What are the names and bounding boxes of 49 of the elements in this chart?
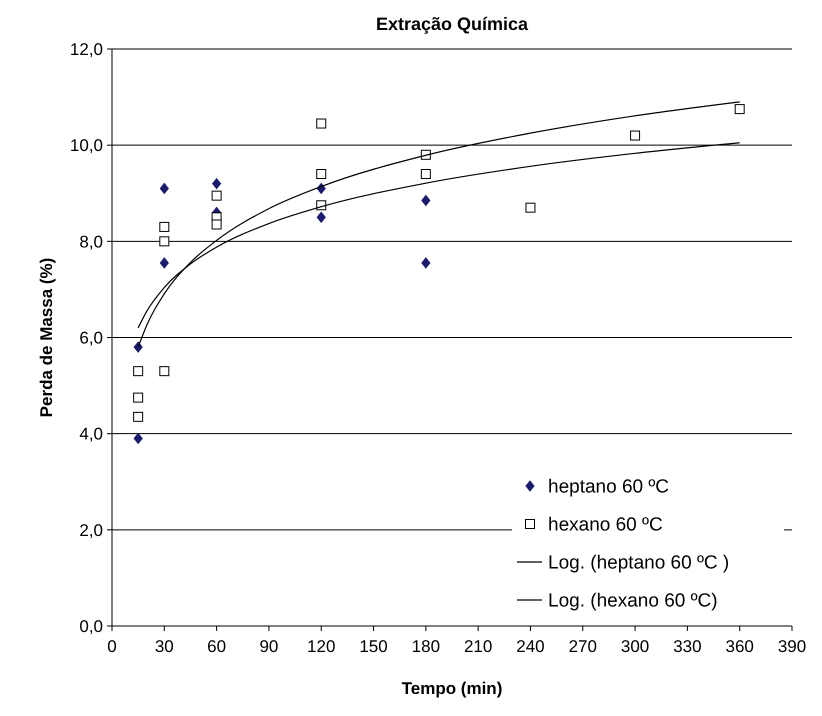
x-tick-label: 270 — [568, 637, 597, 656]
legend-label: hexano 60 ºC — [548, 514, 663, 536]
point — [525, 202, 536, 213]
x-tick-label: 240 — [516, 637, 545, 656]
x-tick-label: 360 — [726, 637, 754, 656]
legend-label: heptano 60 ºC — [548, 476, 670, 498]
point — [316, 118, 326, 129]
point — [133, 392, 144, 403]
point — [421, 257, 430, 268]
y-tick-label: 12,0 — [70, 40, 103, 59]
point — [212, 178, 222, 190]
x-tick-label: 90 — [259, 637, 278, 656]
x-tick-label: 180 — [412, 637, 440, 656]
y-tick-label: 4,0 — [79, 424, 103, 444]
x-tick-label: 390 — [778, 637, 806, 656]
y-axis-title: Perda de Massa (%) — [37, 258, 56, 418]
y-tick-label: 10,0 — [70, 136, 103, 156]
point — [420, 169, 431, 180]
x-tick-label: 60 — [207, 637, 226, 656]
point — [421, 194, 430, 206]
point — [159, 366, 170, 376]
point — [212, 190, 222, 201]
x-tick-label: 300 — [620, 637, 650, 656]
chart-title: Extração Química — [376, 14, 530, 34]
x-tick-label: 330 — [673, 637, 702, 656]
x-tick-label: 210 — [464, 637, 492, 656]
x-tick-label: 150 — [359, 637, 388, 656]
point — [159, 236, 170, 246]
point — [160, 257, 169, 268]
legend-label: Log. (hexano 60 ºC) — [548, 590, 718, 612]
x-tick-label: 0 — [107, 637, 117, 656]
point — [159, 222, 170, 232]
point — [316, 212, 326, 223]
point — [630, 130, 640, 141]
point — [133, 412, 144, 422]
y-tick-label: 8,0 — [79, 232, 103, 252]
point — [734, 104, 745, 114]
legend-label: Log. (heptano 60 ºC ) — [548, 552, 730, 574]
x-tick-label: 120 — [307, 637, 336, 656]
x-tick-label: 30 — [154, 637, 174, 656]
y-tick-label: 2,0 — [79, 520, 103, 540]
x-axis-title: Tempo (min) — [402, 679, 502, 698]
point — [133, 366, 144, 376]
point — [160, 182, 169, 194]
point — [134, 432, 143, 444]
point — [316, 169, 326, 180]
y-tick-label: 0,0 — [79, 616, 103, 636]
y-tick-label: 6,0 — [79, 328, 103, 348]
point — [212, 220, 222, 230]
